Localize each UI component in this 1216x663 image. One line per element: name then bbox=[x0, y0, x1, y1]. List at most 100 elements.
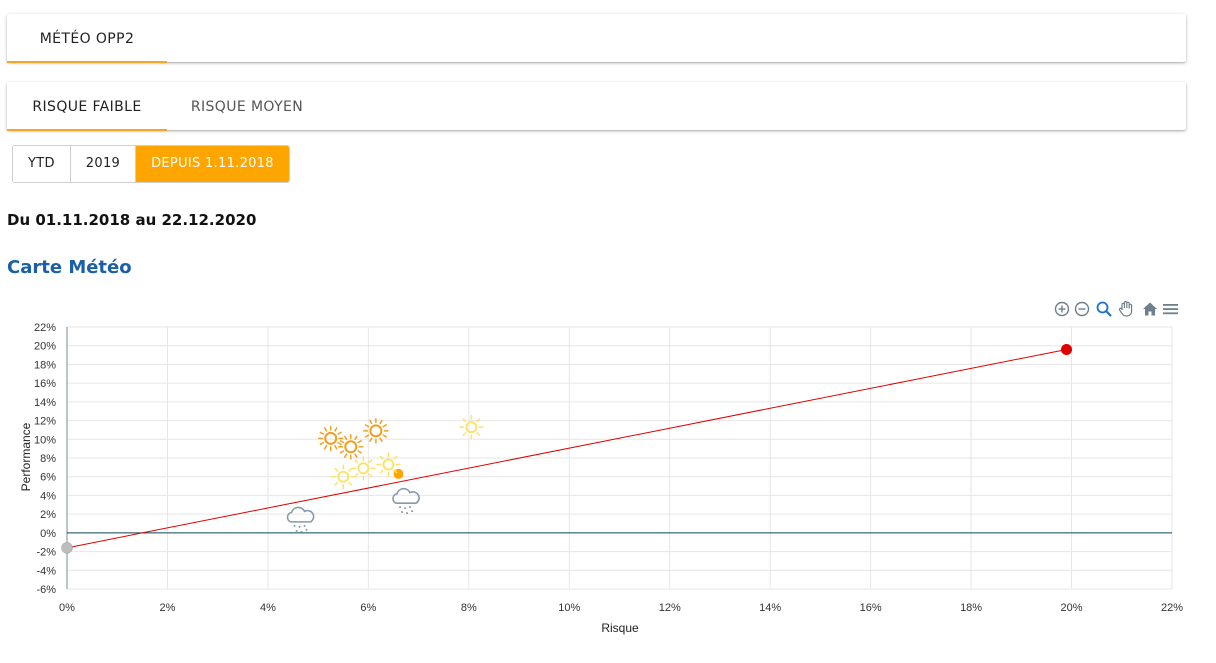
sun-ray bbox=[369, 419, 373, 425]
sun-ray bbox=[476, 432, 481, 437]
sun-core bbox=[357, 462, 370, 475]
tab-meteo-opp2[interactable]: Météo OPP2 bbox=[7, 14, 167, 63]
y-tick-label: 4% bbox=[40, 490, 56, 502]
data-point-circle-red bbox=[1061, 343, 1073, 355]
zoom-in-icon[interactable] bbox=[1052, 299, 1072, 319]
y-tick-label: 22% bbox=[34, 322, 56, 334]
year-2019-button[interactable]: 2019 bbox=[70, 146, 137, 182]
tab-risque-faible[interactable]: Risque faible bbox=[7, 82, 167, 131]
sun-ray bbox=[323, 444, 328, 450]
rain-drop bbox=[303, 524, 306, 527]
sun-ray bbox=[334, 481, 339, 486]
y-tick-label: 16% bbox=[34, 378, 56, 390]
since-2018-button[interactable]: Depuis 1.11.2018 bbox=[136, 146, 289, 182]
weather-scatter-chart: 0% 2% 4% 6% 8% 10% 12% 14% 16% 18% 20% 22% -6% -4% -2%… bbox=[19, 322, 1183, 635]
x-tick-label: 10% bbox=[558, 602, 580, 614]
top-tab-bar: Météo OPP2 bbox=[7, 14, 1186, 63]
x-tick-label: 22% bbox=[1161, 602, 1183, 614]
sun-ray bbox=[368, 459, 373, 464]
grid bbox=[66, 326, 1173, 590]
data-point-circle-gray bbox=[61, 542, 73, 554]
rain-drop bbox=[404, 507, 407, 510]
y-tick-label: -4% bbox=[36, 565, 56, 577]
sun-ray bbox=[379, 419, 383, 425]
sun-ray bbox=[382, 434, 388, 438]
sun-ray bbox=[323, 427, 328, 432]
chart-toolbar bbox=[1052, 299, 1180, 321]
data-point-sun-light bbox=[331, 464, 356, 489]
tab-meteo-opp2-label: Météo OPP2 bbox=[39, 31, 135, 47]
data-point-rain-cloud bbox=[286, 506, 315, 533]
data-point-sun-light bbox=[376, 452, 401, 477]
reference-line bbox=[66, 348, 1067, 549]
sun-ray bbox=[339, 440, 345, 444]
data-point-sun-dark bbox=[338, 434, 364, 460]
rain-drop bbox=[406, 512, 409, 515]
x-tick-label: 8% bbox=[461, 602, 477, 614]
y-tick-label: 2% bbox=[40, 509, 56, 521]
y-tick-label: 14% bbox=[34, 397, 56, 409]
pan-hand-icon[interactable] bbox=[1116, 299, 1136, 319]
sun-ray bbox=[337, 441, 342, 446]
axes: 0% 2% 4% 6% 8% 10% 12% 14% 16% 18% 20% 22% -6% -4% -2%… bbox=[34, 322, 1183, 614]
section-title: Carte Météo bbox=[7, 257, 132, 278]
sun-ray bbox=[393, 455, 398, 460]
zoom-out-icon[interactable] bbox=[1072, 299, 1092, 319]
sun-ray bbox=[344, 453, 348, 458]
sun-ray bbox=[334, 427, 338, 432]
point-marker bbox=[61, 542, 73, 554]
sun-ray bbox=[354, 459, 359, 464]
y-tick-label: 10% bbox=[34, 434, 56, 446]
home-icon[interactable] bbox=[1140, 299, 1160, 319]
sun-ray bbox=[334, 444, 338, 450]
sun-core bbox=[337, 470, 350, 483]
sun-ray bbox=[337, 431, 342, 435]
sun-ray bbox=[364, 424, 370, 428]
rain-drop bbox=[409, 506, 412, 509]
rain-drop bbox=[300, 530, 303, 533]
data-point-sun-light bbox=[351, 456, 376, 481]
sun-ray bbox=[344, 435, 348, 441]
y-tick-label: 6% bbox=[40, 472, 56, 484]
y-tick-label: 8% bbox=[40, 453, 56, 465]
cloud-outline bbox=[286, 506, 315, 523]
rain-drop bbox=[295, 529, 298, 532]
x-tick-label: 4% bbox=[260, 602, 276, 614]
rain-drop bbox=[298, 525, 301, 528]
data-point-sun-dark bbox=[317, 425, 344, 452]
ytd-button[interactable]: YTD bbox=[13, 146, 71, 182]
y-tick-label: 0% bbox=[40, 528, 56, 540]
x-tick-label: 0% bbox=[59, 602, 75, 614]
rain-drop bbox=[399, 506, 402, 509]
sun-core bbox=[382, 458, 395, 471]
points-layer bbox=[61, 343, 1073, 554]
sun-ray bbox=[319, 431, 325, 435]
sun-ray bbox=[364, 434, 370, 438]
rain-drop bbox=[411, 510, 414, 513]
rain-drop bbox=[293, 524, 296, 527]
cloud-outline bbox=[392, 487, 420, 504]
menu-icon[interactable] bbox=[1160, 299, 1180, 319]
y-tick-label: -6% bbox=[36, 584, 56, 596]
point-marker bbox=[1061, 343, 1073, 355]
sun-ray bbox=[319, 441, 325, 446]
sun-core bbox=[369, 424, 383, 438]
period-button-group: YTD 2019 Depuis 1.11.2018 bbox=[12, 145, 290, 183]
sun-ray bbox=[354, 435, 358, 441]
rain-drop bbox=[305, 528, 308, 531]
sun-ray bbox=[369, 437, 373, 443]
data-point-sun-dark bbox=[363, 418, 389, 444]
sun-core bbox=[465, 421, 478, 434]
zoom-selection-icon[interactable] bbox=[1094, 299, 1114, 319]
sun-ray bbox=[379, 437, 383, 443]
y-tick-label: 18% bbox=[34, 359, 56, 371]
tab-risque-moyen[interactable]: Risque moyen bbox=[167, 82, 327, 130]
sun-ray bbox=[462, 418, 467, 423]
x-tick-label: 20% bbox=[1061, 602, 1083, 614]
date-range: Du 01.11.2018 au 22.12.2020 bbox=[7, 211, 257, 229]
sun-ray bbox=[348, 467, 353, 472]
sun-ray bbox=[357, 440, 362, 444]
x-tick-label: 6% bbox=[360, 602, 376, 614]
sun-core bbox=[324, 431, 338, 445]
x-tick-label: 18% bbox=[960, 602, 982, 614]
